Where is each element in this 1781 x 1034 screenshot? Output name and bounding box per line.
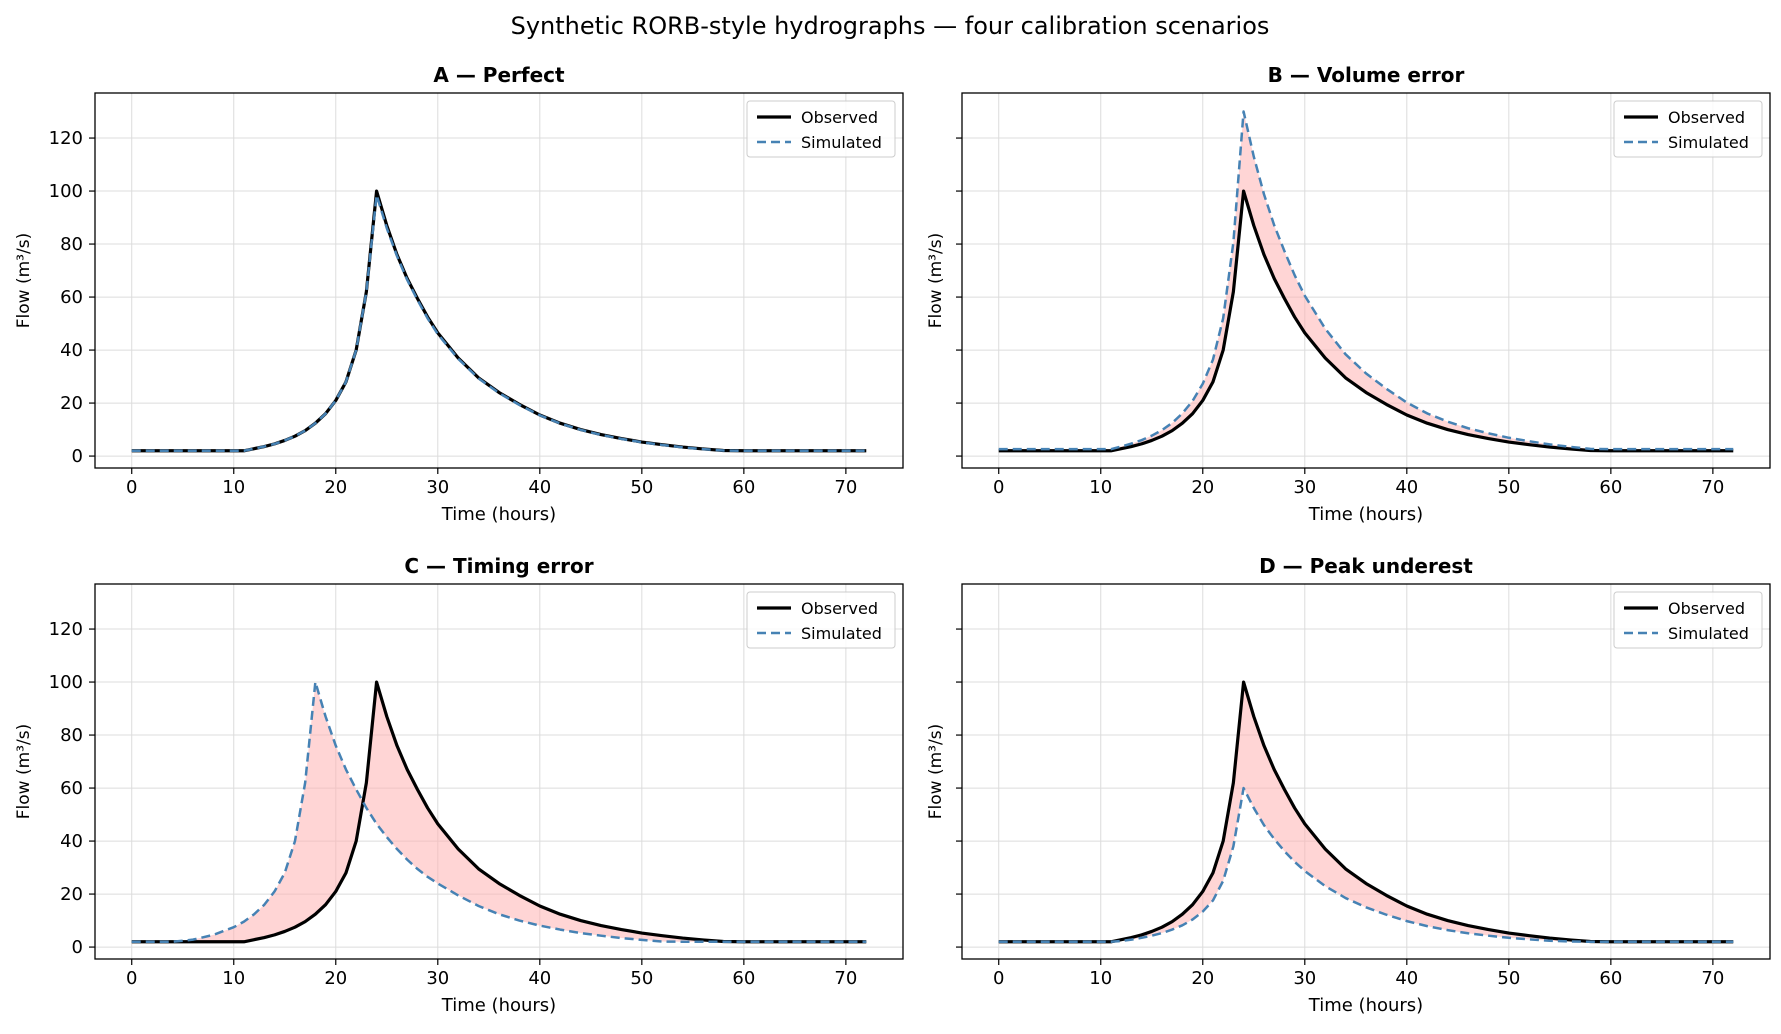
x-tick-label: 10	[1089, 968, 1112, 989]
x-axis-label: Time (hours)	[1308, 504, 1423, 525]
x-tick-label: 40	[1395, 477, 1418, 498]
x-tick-label: 30	[1293, 477, 1316, 498]
x-tick-label: 30	[1293, 968, 1316, 989]
x-tick-label: 20	[324, 477, 347, 498]
legend-box	[746, 591, 896, 649]
x-tick-label: 70	[834, 477, 857, 498]
y-tick-label: 80	[60, 234, 83, 255]
y-tick-label: 20	[60, 393, 83, 414]
panel-1: 0 10 20 30 40 50 60 70 Time (hours) Flow (m³/s) B …	[926, 63, 1771, 525]
legend-observed-label: Observed	[801, 108, 878, 127]
x-tick-label: 30	[426, 968, 449, 989]
y-tick-label: 60	[60, 287, 83, 308]
legend-simulated-label: Simulated	[801, 624, 882, 643]
x-tick-label: 10	[1089, 477, 1112, 498]
x-tick-label: 70	[834, 968, 857, 989]
axes-frame	[961, 583, 1771, 960]
x-tick-label: 0	[126, 477, 137, 498]
legend: Observed Simulated	[1613, 591, 1763, 649]
x-tick-label: 60	[732, 477, 755, 498]
legend-box	[746, 100, 896, 158]
panel-title: D — Peak underest	[1259, 554, 1473, 578]
y-tick-label: 100	[49, 181, 83, 202]
y-axis-label: Flow (m³/s)	[14, 233, 34, 328]
panel-title: C — Timing error	[404, 554, 593, 578]
observed-line	[131, 680, 867, 944]
x-tick-label: 40	[528, 968, 551, 989]
x-tick-label: 60	[1599, 477, 1622, 498]
x-tick-label: 20	[1191, 477, 1214, 498]
axes-frame	[94, 92, 904, 469]
x-tick-label: 0	[126, 968, 137, 989]
legend-observed-label: Observed	[801, 599, 878, 618]
y-tick-label: 60	[60, 778, 83, 799]
simulated-line	[131, 680, 867, 944]
x-tick-label: 50	[1497, 968, 1520, 989]
observed-line	[998, 189, 1734, 453]
legend-simulated-label: Simulated	[1668, 133, 1749, 152]
x-tick-label: 70	[1701, 477, 1724, 498]
axes-frame	[961, 92, 1771, 469]
axes-frame	[94, 583, 904, 960]
panel-3: 0 10 20 30 40 50 60 70 Time (hours) Flow (m³/s) D …	[926, 554, 1771, 1016]
y-tick-label: 0	[72, 937, 83, 958]
x-tick-label: 10	[222, 477, 245, 498]
y-tick-label: 100	[49, 672, 83, 693]
panel-2: 0 10 20 30 40 50 60 70 0 20 40 60 80 100 120 Time (hour…	[14, 554, 904, 1016]
figure-title: Synthetic RORB-style hydrographs — four …	[511, 12, 1270, 40]
legend-observed-label: Observed	[1668, 108, 1745, 127]
x-axis-label: Time (hours)	[1308, 995, 1423, 1016]
x-tick-label: 0	[993, 968, 1004, 989]
x-tick-label: 30	[426, 477, 449, 498]
y-axis-label: Flow (m³/s)	[14, 724, 34, 819]
x-axis-label: Time (hours)	[441, 504, 556, 525]
x-tick-label: 50	[630, 968, 653, 989]
legend-simulated-label: Simulated	[801, 133, 882, 152]
y-tick-label: 0	[72, 446, 83, 467]
difference-fill	[131, 682, 867, 942]
y-tick-label: 40	[60, 340, 83, 361]
x-tick-label: 70	[1701, 968, 1724, 989]
simulated-line	[998, 786, 1734, 944]
panel-0: 0 10 20 30 40 50 60 70 0 20 40 60 80 100 120 Time (hour…	[14, 63, 904, 525]
difference-fill	[998, 111, 1734, 451]
y-axis-label: Flow (m³/s)	[926, 724, 946, 819]
legend-observed-label: Observed	[1668, 599, 1745, 618]
difference-fill	[998, 682, 1734, 942]
x-tick-label: 0	[993, 477, 1004, 498]
panel-title: B — Volume error	[1268, 63, 1465, 87]
x-tick-label: 60	[1599, 968, 1622, 989]
x-tick-label: 40	[1395, 968, 1418, 989]
y-axis-label: Flow (m³/s)	[926, 233, 946, 328]
simulated-line	[131, 193, 867, 453]
y-tick-label: 20	[60, 884, 83, 905]
x-tick-label: 10	[222, 968, 245, 989]
y-tick-label: 120	[49, 128, 83, 149]
legend-box	[1613, 100, 1763, 158]
legend: Observed Simulated	[1613, 100, 1763, 158]
panel-title: A — Perfect	[433, 63, 565, 87]
x-tick-label: 40	[528, 477, 551, 498]
x-tick-label: 20	[1191, 968, 1214, 989]
legend: Observed Simulated	[746, 591, 896, 649]
x-tick-label: 60	[732, 968, 755, 989]
legend: Observed Simulated	[746, 100, 896, 158]
legend-simulated-label: Simulated	[1668, 624, 1749, 643]
simulated-line	[998, 110, 1734, 451]
x-tick-label: 50	[630, 477, 653, 498]
x-tick-label: 50	[1497, 477, 1520, 498]
x-axis-label: Time (hours)	[441, 995, 556, 1016]
y-tick-label: 40	[60, 831, 83, 852]
legend-box	[1613, 591, 1763, 649]
y-tick-label: 80	[60, 725, 83, 746]
y-tick-label: 120	[49, 619, 83, 640]
x-tick-label: 20	[324, 968, 347, 989]
